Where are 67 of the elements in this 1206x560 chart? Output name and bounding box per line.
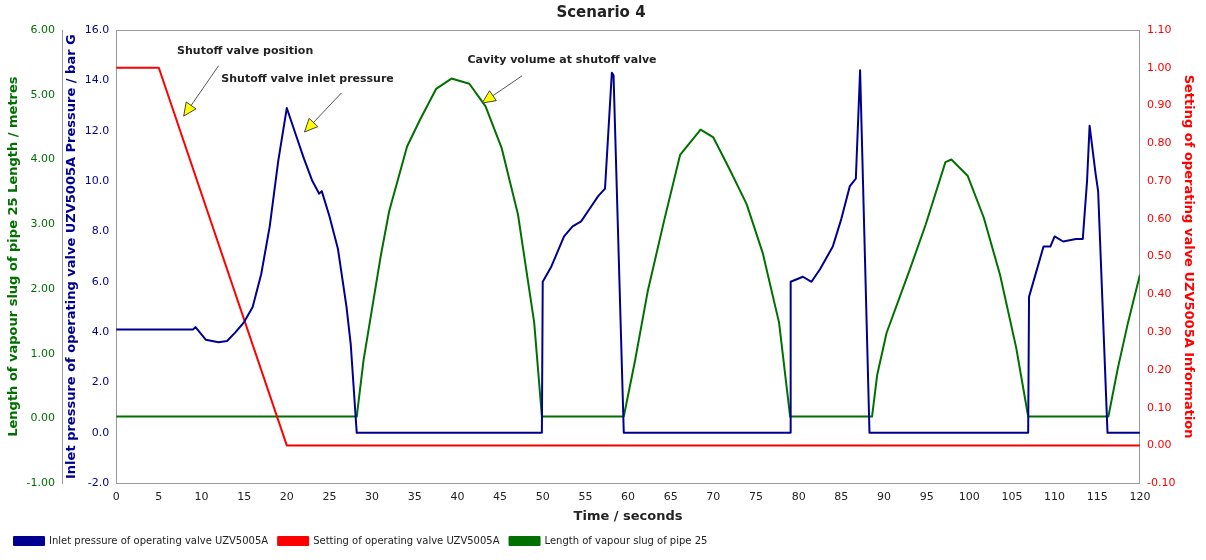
y3-tick-label: 4.00 <box>30 152 56 166</box>
legend-label: Inlet pressure of operating valve UZV5005A <box>49 534 269 546</box>
y-tick-label: 6.0 <box>91 274 110 288</box>
x-tick-label: 0 <box>112 489 120 503</box>
y2-tick-label: 0.30 <box>1146 324 1172 338</box>
y3-axis-title: Length of vapour slug of pipe 25 Length / metres <box>5 76 21 437</box>
y3-tick-label: 5.00 <box>30 87 56 101</box>
y2-tick-label: 1.10 <box>1146 22 1172 36</box>
y2-tick-label: 0.10 <box>1146 400 1172 414</box>
x-tick-label: 50 <box>535 489 550 503</box>
x-tick-label: 120 <box>1129 489 1151 503</box>
x-tick-label: 105 <box>1001 489 1023 503</box>
y2-tick-label: 0.60 <box>1146 211 1172 225</box>
x-tick-label: 30 <box>365 489 380 503</box>
x-tick-label: 60 <box>621 489 636 503</box>
x-axis-title: Time / seconds <box>573 507 683 523</box>
x-tick-label: 65 <box>663 489 678 503</box>
legend-label: Setting of operating valve UZV5005A <box>313 534 500 546</box>
y-tick-label: 8.0 <box>91 224 110 238</box>
legend-label: Length of vapour slug of pipe 25 <box>544 534 708 546</box>
x-tick-label: 20 <box>279 489 294 503</box>
x-tick-label: 35 <box>407 489 422 503</box>
y-tick-label: 0.0 <box>91 425 110 439</box>
y2-tick-label: 0.40 <box>1146 287 1172 301</box>
y2-tick-label: 0.20 <box>1146 362 1172 376</box>
x-tick-label: 55 <box>578 489 593 503</box>
y-tick-label: 4.0 <box>91 324 110 338</box>
y-tick-label: 10.0 <box>84 173 110 187</box>
x-tick-label: 115 <box>1086 489 1108 503</box>
y3-tick-label: -1.00 <box>26 476 56 490</box>
y2-tick-label: 0.50 <box>1146 249 1172 263</box>
y-tick-label: 16.0 <box>84 22 110 36</box>
x-tick-label: 70 <box>706 489 721 503</box>
y2-tick-label: -0.10 <box>1146 476 1176 490</box>
y3-tick-label: 3.00 <box>30 217 56 231</box>
annotation: Shutoff valve position <box>177 43 314 57</box>
x-tick-label: 110 <box>1044 489 1066 503</box>
y-tick-label: 2.0 <box>91 375 110 389</box>
x-tick-label: 75 <box>749 489 764 503</box>
x-tick-label: 40 <box>450 489 465 503</box>
annotation: Cavity volume at shutoff valve <box>467 52 657 66</box>
y3-tick-label: 6.00 <box>30 22 56 36</box>
x-tick-label: 25 <box>322 489 337 503</box>
x-tick-label: 5 <box>155 489 163 503</box>
y3-tick-label: 0.00 <box>30 411 56 425</box>
chart-title: Scenario 4 <box>556 2 646 21</box>
x-tick-label: 100 <box>958 489 980 503</box>
y-tick-label: 12.0 <box>84 123 110 137</box>
y2-tick-label: 0.80 <box>1146 136 1172 150</box>
annotation: Shutoff valve inlet pressure <box>221 72 394 86</box>
x-tick-label: 80 <box>791 489 806 503</box>
x-tick-label: 85 <box>834 489 849 503</box>
y2-tick-label: 0.90 <box>1146 98 1172 112</box>
y-axis-title: Inlet pressure of operating valve UZV5005A Pressure / bar G <box>63 34 79 479</box>
y-tick-label: -2.0 <box>87 476 110 490</box>
y2-tick-label: 1.00 <box>1146 60 1172 74</box>
x-tick-label: 10 <box>194 489 209 503</box>
y-tick-label: 14.0 <box>84 73 110 87</box>
y3-tick-label: 2.00 <box>30 281 56 295</box>
x-tick-label: 45 <box>493 489 508 503</box>
y2-tick-label: 0.00 <box>1146 438 1172 452</box>
y2-tick-label: 0.70 <box>1146 173 1172 187</box>
x-tick-label: 95 <box>919 489 934 503</box>
x-tick-label: 15 <box>237 489 252 503</box>
y3-tick-label: 1.00 <box>30 346 56 360</box>
x-tick-label: 90 <box>876 489 891 503</box>
y2-axis-title: Setting of operating valve UZV5005A Information <box>1181 74 1197 439</box>
